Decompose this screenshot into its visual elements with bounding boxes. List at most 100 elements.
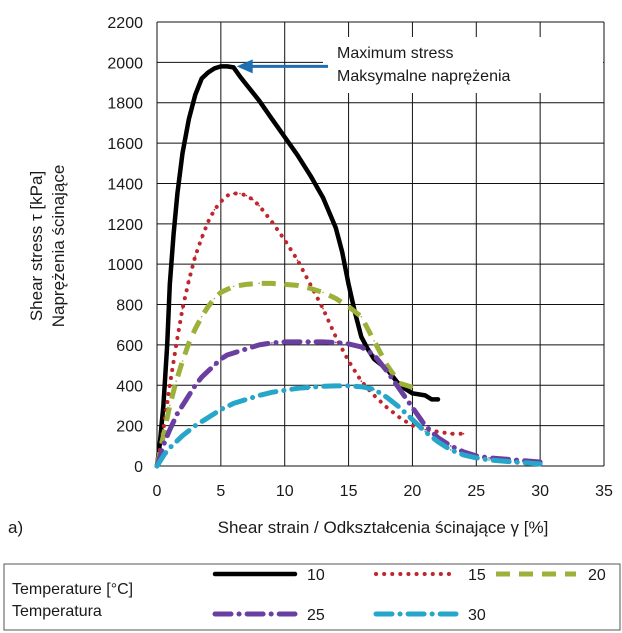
data-point xyxy=(462,454,465,456)
data-point xyxy=(232,285,235,288)
data-point xyxy=(462,432,465,435)
series-layer xyxy=(154,64,543,469)
data-point xyxy=(181,152,184,154)
data-point xyxy=(271,118,273,120)
x-tick-label: 25 xyxy=(467,483,485,500)
data-point xyxy=(366,348,369,350)
annotation-line1: Maximum stress xyxy=(337,45,453,62)
data-point xyxy=(309,287,312,290)
x-tick-label: 20 xyxy=(404,483,422,500)
data-point xyxy=(168,428,171,431)
data-point xyxy=(437,430,439,433)
data-point xyxy=(220,408,222,411)
data-point xyxy=(194,327,197,330)
y-tick-label: 0 xyxy=(134,459,143,476)
data-point xyxy=(373,354,375,356)
legend-label-25: 25 xyxy=(307,607,325,624)
data-point xyxy=(207,416,209,419)
data-point xyxy=(258,282,260,285)
data-point xyxy=(188,118,190,120)
data-point xyxy=(513,461,516,463)
data-point xyxy=(156,465,158,467)
x-tick-label: 30 xyxy=(531,483,549,500)
y-axis-label-line1: Shear stress τ [kPa] xyxy=(27,171,46,321)
data-point xyxy=(163,453,166,455)
data-point xyxy=(181,307,184,310)
data-point xyxy=(296,154,299,156)
y-tick-label: 1200 xyxy=(107,217,143,234)
data-point xyxy=(411,386,414,389)
data-point xyxy=(162,434,165,437)
data-point xyxy=(213,208,216,211)
data-point xyxy=(347,360,350,362)
data-point xyxy=(475,457,478,459)
data-point xyxy=(437,440,439,443)
legend-title-line1: Temperature [°C] xyxy=(12,581,133,598)
data-point xyxy=(172,420,175,423)
legend-item-10: 10 xyxy=(212,567,325,584)
data-point xyxy=(398,406,401,409)
data-point xyxy=(220,291,222,294)
data-point xyxy=(335,385,337,387)
data-point xyxy=(347,283,350,286)
annotation-box xyxy=(323,37,603,93)
data-point xyxy=(168,283,171,286)
data-point xyxy=(424,428,427,431)
data-point xyxy=(245,194,248,197)
data-point xyxy=(172,233,175,235)
data-point xyxy=(296,387,299,390)
data-point xyxy=(373,388,375,391)
data-point xyxy=(501,460,503,462)
data-point xyxy=(220,65,222,68)
data-point xyxy=(181,404,184,407)
x-tick-label: 35 xyxy=(595,483,613,500)
data-point xyxy=(258,204,260,207)
data-point xyxy=(200,237,203,239)
data-point xyxy=(232,402,235,405)
data-point xyxy=(373,340,375,342)
data-point xyxy=(335,227,337,229)
series-line-30 xyxy=(154,383,543,469)
data-point xyxy=(449,432,452,435)
data-point xyxy=(239,75,241,78)
y-tick-label: 2000 xyxy=(107,55,143,72)
annotation-arrowhead xyxy=(236,59,253,74)
x-axis-label: Shear strain / Odkształcenia ścinające γ… xyxy=(218,518,549,537)
y-tick-label: 1400 xyxy=(107,176,143,193)
data-point xyxy=(411,406,414,409)
data-point xyxy=(322,307,324,310)
data-point xyxy=(449,449,452,451)
y-tick-label: 1600 xyxy=(107,136,143,153)
data-point xyxy=(539,463,541,465)
data-point xyxy=(176,192,179,195)
data-point xyxy=(283,239,286,241)
series-25 xyxy=(154,339,543,469)
data-point xyxy=(386,364,388,366)
y-tick-label: 1000 xyxy=(107,257,143,274)
data-point xyxy=(386,370,388,372)
data-point xyxy=(347,305,350,308)
data-point xyxy=(360,315,363,318)
data-point xyxy=(437,398,439,401)
data-point xyxy=(360,336,363,338)
data-point xyxy=(226,194,229,197)
data-point xyxy=(220,200,222,203)
data-point xyxy=(271,391,273,394)
data-point xyxy=(245,398,248,401)
data-point xyxy=(175,380,177,383)
data-point xyxy=(194,255,197,257)
data-point xyxy=(175,344,177,346)
data-point xyxy=(526,462,529,464)
data-point xyxy=(322,385,324,388)
data-point xyxy=(283,341,286,343)
data-point xyxy=(163,440,166,443)
y-tick-label: 200 xyxy=(116,419,143,436)
data-point xyxy=(347,343,350,345)
series-30 xyxy=(154,383,543,469)
data-point xyxy=(207,370,209,372)
x-tick-label: 0 xyxy=(153,483,162,500)
y-axis-label-line2: Naprężenia ścinające xyxy=(49,165,68,328)
data-point xyxy=(258,99,260,102)
data-point xyxy=(232,66,235,69)
